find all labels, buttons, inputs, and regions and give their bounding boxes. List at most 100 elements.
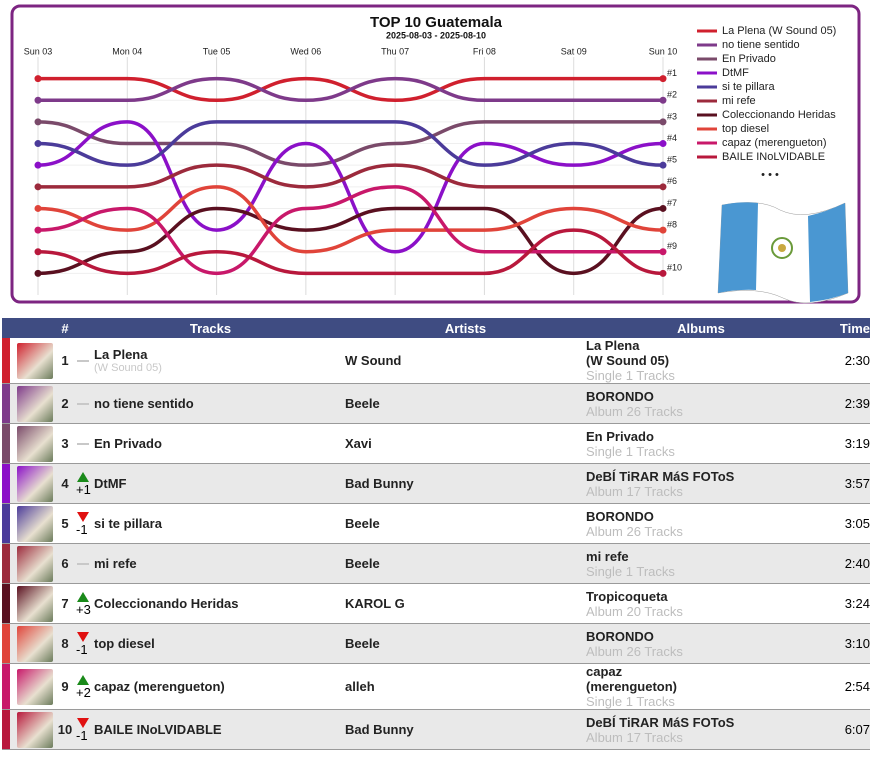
album-cell: La Plena (W Sound 05) Single 1 Tracks	[586, 338, 817, 384]
album-cell: DeBÍ TiRAR MáS FOToS Album 17 Tracks	[586, 709, 817, 750]
rank-line	[36, 76, 665, 103]
track-cell: no tiene sentido	[94, 383, 346, 424]
change-cell	[76, 338, 94, 384]
x-tick-label: Sun 03	[24, 46, 53, 56]
track-time: 3:24	[844, 596, 870, 611]
time-cell: 3:24	[816, 583, 870, 624]
track-cell: DtMF	[94, 463, 346, 504]
rank-line	[36, 76, 665, 103]
artist-name: Bad Bunny	[345, 722, 414, 737]
track-time: 2:30	[844, 353, 870, 368]
track-cell: capaz (merengueton)	[94, 663, 346, 710]
track-name: top diesel	[94, 636, 155, 651]
time-cell: 2:39	[816, 383, 870, 424]
rank-number: 8	[61, 636, 69, 651]
rank-change: +3	[76, 602, 91, 617]
rank-number: 6	[61, 556, 69, 571]
rank-dot	[659, 75, 667, 83]
y-tick-label: #3	[667, 111, 677, 121]
time-cell: 3:05	[816, 503, 870, 544]
album-note: Single 1 Tracks	[586, 694, 675, 709]
track-time: 6:07	[844, 722, 870, 737]
time-cell: 3:57	[816, 463, 870, 504]
rank-line	[36, 228, 665, 276]
track-row: 9 +2 capaz (merengueton) alleh capaz (merengu…	[2, 663, 870, 710]
rank-line	[36, 163, 665, 189]
rank-line	[36, 185, 665, 276]
album-name: mi refe	[586, 548, 629, 564]
rank-dot	[34, 226, 42, 234]
rank-dot	[659, 96, 667, 104]
artist-cell: Bad Bunny	[345, 709, 587, 750]
header-cell: Albums	[586, 318, 817, 338]
track-name: Coleccionando Heridas	[94, 596, 239, 611]
album-name: DeBÍ TiRAR MáS FOToS	[586, 714, 735, 730]
track-cell: BAILE INoLVIDABLE	[94, 709, 346, 750]
track-name: BAILE INoLVIDABLE	[94, 722, 222, 737]
row-color-bar	[2, 663, 10, 710]
track-time: 3:10	[844, 636, 870, 651]
row-color-bar	[2, 338, 10, 384]
album-note: Album 20 Tracks	[586, 603, 683, 619]
rank-cell: 9	[54, 663, 76, 710]
trend-icon	[77, 562, 89, 565]
track-note: (W Sound 05)	[94, 362, 162, 374]
track-table: # Tracks Artists Albums Time 1 La Plena (W…	[2, 318, 870, 750]
rank-dot	[659, 269, 667, 277]
track-name: si te pillara	[94, 516, 162, 531]
artist-name: Xavi	[345, 436, 372, 451]
rank-number: 5	[61, 516, 69, 531]
rank-number: 1	[61, 353, 69, 368]
thumb-cell	[10, 338, 54, 384]
album-thumbnail	[17, 465, 53, 502]
row-color-bar	[2, 383, 10, 424]
rank-cell: 3	[54, 423, 76, 464]
change-cell: +2	[76, 663, 94, 710]
track-cell: top diesel	[94, 623, 346, 664]
track-cell: La Plena (W Sound 05)	[94, 338, 346, 384]
track-name: La Plena	[94, 347, 148, 362]
trend-icon	[77, 512, 89, 522]
album-thumbnail	[17, 425, 53, 462]
album-note: Single 1 Tracks	[586, 368, 675, 383]
header-cell: Time	[816, 318, 870, 338]
album-thumbnail	[17, 545, 53, 582]
thumb-cell	[10, 383, 54, 424]
album-thumbnail	[17, 342, 53, 379]
rank-cell: 6	[54, 543, 76, 584]
album-name: BORONDO	[586, 388, 654, 404]
rank-line	[36, 206, 665, 276]
artist-name: W Sound	[345, 353, 402, 368]
legend-label: no tiene sentido	[722, 39, 800, 51]
change-cell	[76, 383, 94, 424]
album-note: Album 17 Tracks	[586, 483, 683, 499]
y-tick-label: #4	[667, 133, 677, 143]
chart-subtitle: 2025-08-03 - 2025-08-10	[386, 30, 486, 40]
rank-dot	[34, 75, 42, 83]
album-thumbnail	[17, 385, 53, 422]
rank-dot	[34, 183, 42, 191]
rank-dot	[34, 204, 42, 212]
artist-cell: W Sound	[345, 338, 587, 384]
artist-name: Beele	[345, 556, 380, 571]
album-note: Album 17 Tracks	[586, 729, 683, 745]
rank-dot	[659, 183, 667, 191]
album-cell: BORONDO Album 26 Tracks	[586, 503, 817, 544]
y-tick-label: #1	[667, 68, 677, 78]
chart: TOP 10 Guatemala 2025-08-03 - 2025-08-10…	[10, 4, 861, 304]
album-name: La Plena	[586, 338, 640, 353]
x-tick-label: Wed 06	[290, 46, 321, 56]
change-cell: -1	[76, 709, 94, 750]
track-cell: En Privado	[94, 423, 346, 464]
legend-label: Coleccionando Heridas	[722, 109, 836, 121]
rank-number: 7	[61, 596, 69, 611]
album-thumbnail	[17, 585, 53, 622]
track-name: En Privado	[94, 436, 162, 451]
rank-dot	[34, 140, 42, 148]
artist-cell: Beele	[345, 503, 587, 544]
legend-label: La Plena (W Sound 05)	[722, 25, 836, 37]
album-cell: DeBÍ TiRAR MáS FOToS Album 17 Tracks	[586, 463, 817, 504]
header-cell: Artists	[345, 318, 587, 338]
rank-number: 2	[61, 396, 69, 411]
artist-name: alleh	[345, 679, 375, 694]
